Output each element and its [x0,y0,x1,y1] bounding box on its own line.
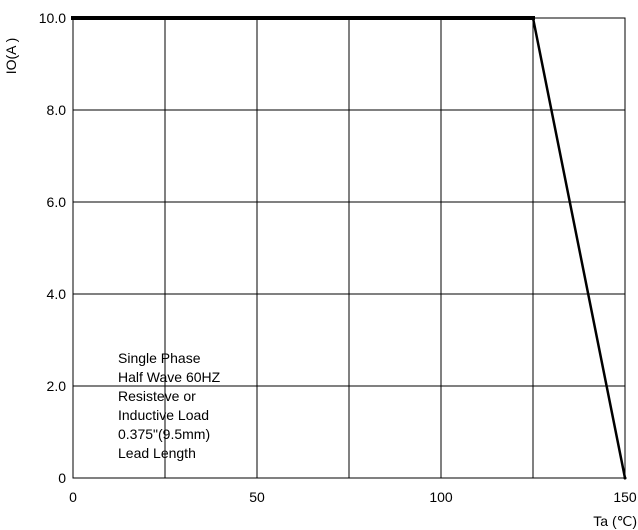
annotation-line: Half Wave 60HZ [118,369,221,385]
annotation-note: Single Phase Half Wave 60HZ Resisteve or In… [118,350,221,461]
x-tick-label: 150 [613,489,637,505]
x-axis-label: Ta (℃) [593,513,637,529]
annotation-line: Lead Length [118,445,196,461]
x-tick-label: 0 [69,489,77,505]
series-point [71,16,75,20]
series-layer [71,16,627,480]
annotation-line: Resisteve or [118,388,196,404]
series-line-segment [531,16,627,480]
y-tick-label: 2.0 [47,378,67,394]
series-point [623,476,627,480]
x-tick-label: 50 [249,489,265,505]
y-tick-label: 8.0 [47,102,67,118]
tick-labels: 0 2.0 4.0 6.0 8.0 10.0 0 50 100 150 [39,10,637,505]
y-axis-label: IO(A ) [3,38,19,75]
x-tick-label: 100 [429,489,453,505]
series-point [531,16,535,20]
y-tick-label: 10.0 [39,10,66,26]
annotation-line: 0.375"(9.5mm) [118,426,210,442]
grid [73,18,625,478]
y-tick-label: 6.0 [47,194,67,210]
annotation-line: Inductive Load [118,407,209,423]
y-tick-label: 4.0 [47,286,67,302]
y-tick-label: 0 [58,470,66,486]
annotation-line: Single Phase [118,350,201,366]
